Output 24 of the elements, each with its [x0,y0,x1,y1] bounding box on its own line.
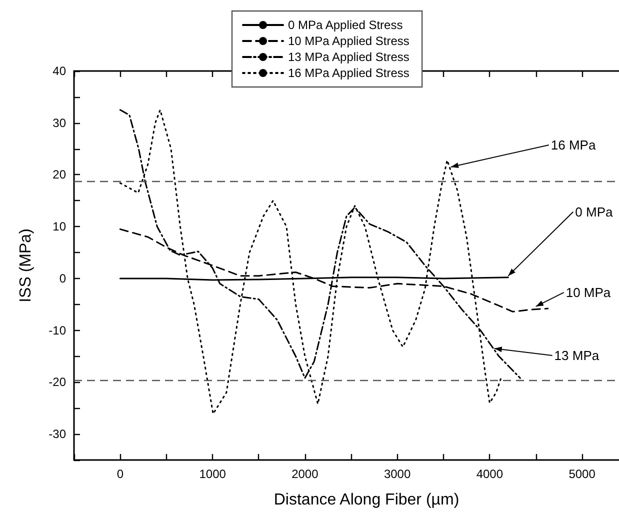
y-axis-title: ISS (MPa) [18,228,34,302]
x-axis-title: Distance Along Fiber (µm) [274,492,460,508]
annotation: 16 MPa [550,137,596,152]
y-tick-label: 40 [52,64,66,78]
y-tick-label: -20 [48,375,66,390]
y-tick-label: -30 [48,427,66,442]
annotation: 0 MPa [575,204,614,220]
x-tick-label: 4000 [476,467,504,481]
legend-label: 10 MPa Applied Stress [288,34,410,48]
x-tick-label: 3000 [384,467,411,481]
y-tick-label: 10 [52,220,66,234]
x-tick-label: 1000 [199,467,226,481]
y-tick-label: 30 [52,116,66,130]
annotation: 13 MPa [554,348,600,363]
legend-label: 0 MPa Applied Stress [288,18,403,32]
y-tick-label: 0 [59,271,66,286]
y-tick-label: -10 [48,323,66,338]
x-tick-label: 2000 [292,467,319,481]
legend-label: 16 MPa Applied Stress [288,66,410,80]
y-tick-label: 20 [52,168,66,182]
x-tick-label: 0 [116,467,124,481]
annotation: 10 MPa [566,284,612,300]
x-tick-label: 5000 [568,467,596,481]
legend-label: 13 MPa Applied Stress [288,50,410,64]
